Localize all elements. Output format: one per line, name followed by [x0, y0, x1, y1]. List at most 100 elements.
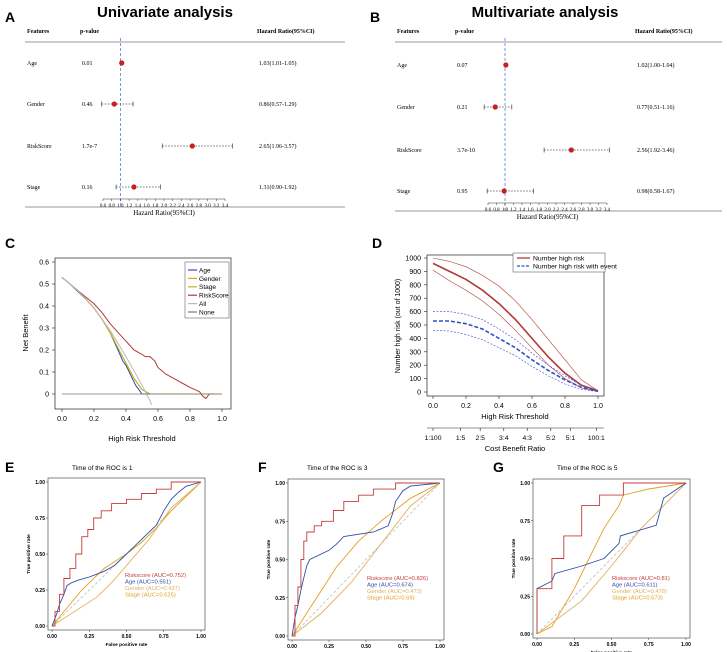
x-tick-label: 0.4 — [121, 416, 131, 423]
roc-legend-entry: Riskscore (AUC=0.826) — [367, 576, 428, 582]
panel-label-b: B — [370, 9, 380, 25]
y-tick-label: 0.2 — [39, 348, 49, 355]
x-tick-label: 2.4 — [561, 208, 568, 213]
y-tick-label: 0.50 — [35, 552, 45, 558]
x-tick-label: 0.2 — [89, 416, 99, 423]
hazard-ratio-label: 1.02(1.00-1.04) — [637, 62, 675, 69]
x2-tick-label: 3:4 — [499, 435, 509, 442]
x-tick-label: 1.00 — [681, 642, 691, 648]
series-line — [432, 269, 599, 392]
x-tick-label: 2.8 — [196, 204, 203, 209]
header-hazard-ratio: Hazard Ratio(95%CI) — [257, 28, 315, 35]
feature-label: Stage — [397, 189, 411, 195]
x-tick-label: 3.0 — [587, 208, 594, 213]
roc-title: Time of the ROC is 3 — [307, 465, 368, 472]
hazard-ratio-point — [501, 188, 507, 194]
feature-label: Gender — [27, 102, 45, 108]
x-tick-label: 0.4 — [494, 403, 504, 410]
y-axis-label: True positive rate — [26, 534, 32, 574]
feature-label: Stage — [27, 185, 41, 191]
legend-label: All — [199, 301, 207, 308]
panel-label-e: E — [5, 459, 14, 475]
y-tick-label: 0.75 — [35, 516, 45, 522]
legend-label: Age — [199, 267, 211, 274]
roc-legend-entry: Stage (AUC=0.573) — [612, 596, 663, 602]
legend-label: Gender — [199, 276, 222, 283]
roc-curve-stage — [51, 481, 202, 627]
roc-title: Time of the ROC is 5 — [557, 465, 618, 472]
hazard-ratio-label: 1.03(1.01-1.05) — [259, 60, 297, 67]
x-tick-label: 1.00 — [196, 634, 206, 640]
feature-label: Gender — [397, 105, 415, 111]
header-pvalue: p-value — [80, 29, 99, 35]
x-tick-label: 3.0 — [204, 204, 211, 209]
x2-tick-label: 4:3 — [522, 435, 532, 442]
y-tick-label: 0.50 — [275, 558, 285, 564]
roc-title: Time of the ROC is 1 — [72, 465, 133, 472]
p-value: 0.95 — [457, 189, 468, 195]
x2-tick-label: 5:1 — [566, 435, 576, 442]
legend-box — [512, 252, 606, 273]
header-features: Features — [397, 29, 420, 35]
x-tick-label: 2.6 — [570, 208, 577, 213]
hazard-ratio-point — [131, 184, 137, 190]
decision-curve-plot: 0.0 0.2 0.4 0.6 0.8 1.0 0 0.1 0.2 0.3 0.4 0.5 0.6 Hig… — [21, 257, 232, 443]
x-axis-label: Hazard Ratio(95%CI) — [133, 209, 195, 217]
feature-label: RiskScore — [397, 148, 422, 154]
x-tick-label: 0.8 — [493, 208, 500, 213]
roc-legend-entry: Stage (AUC=0.525) — [125, 593, 176, 599]
p-value: 0.01 — [82, 61, 93, 67]
x-tick-label: 2.2 — [553, 208, 560, 213]
p-value: 0.46 — [82, 102, 93, 108]
legend-label-with-event: Number high risk with event — [533, 264, 617, 271]
panel-label-a: A — [5, 9, 15, 25]
x-tick-label: 3.4 — [222, 204, 229, 209]
series-line-all — [61, 277, 153, 406]
x-tick-label: 1.8 — [152, 204, 159, 209]
y-tick-label: 300 — [409, 349, 421, 356]
roc-legend-entry: Age (AUC=0.551) — [125, 580, 171, 586]
hazard-ratio-point — [492, 104, 498, 110]
roc-curve-age — [51, 481, 202, 627]
x-tick-label: 0.00 — [287, 644, 297, 650]
roc-legend-entry: Riskscore (AUC=0.752) — [125, 573, 186, 579]
roc-legend-entry: Gender (AUC=0.437) — [125, 586, 180, 592]
roc-curve-riskscore — [292, 482, 440, 637]
y-tick-label: 0.75 — [275, 519, 285, 525]
x-tick-label: 2.4 — [178, 204, 185, 209]
header-pvalue: p-value — [455, 29, 474, 35]
x-axis-label: False positive rate — [591, 650, 633, 652]
clinical-impact-plot: 0.0 0.2 0.4 0.6 0.8 1.0 0 100 200 300 400 500 600 700… — [395, 252, 617, 453]
hazard-ratio-label: 1.31(0.90-1.92) — [259, 184, 297, 191]
x-tick-label: 0.6 — [485, 208, 492, 213]
forest-plot-univariate: Univariate analysis Features p-value Hazard… — [25, 4, 345, 217]
series-line-riskscore — [61, 277, 214, 400]
y-tick-label: 200 — [409, 363, 421, 370]
x-tick-label: 0.50 — [607, 642, 617, 648]
x-tick-label: 1.6 — [143, 204, 150, 209]
x-axis-label: False positive rate — [106, 642, 148, 648]
x-tick-label: 1.0 — [593, 403, 603, 410]
y-tick-label: 0 — [417, 390, 421, 397]
x-tick-label: 2.0 — [544, 208, 551, 213]
y-tick-label: 500 — [409, 323, 421, 330]
x-tick-label: 0.75 — [398, 644, 408, 650]
roc-curve-age — [536, 482, 687, 634]
x2-tick-label: 5:2 — [546, 435, 556, 442]
roc-plot-year-3: Time of the ROC is 3 0.00 0.25 0.50 0.75 1.00… — [266, 465, 445, 650]
y-tick-label: 0 — [45, 392, 49, 399]
x-tick-label: 3.4 — [604, 208, 611, 213]
panel-label-d: D — [372, 235, 382, 251]
roc-curve-riskscore — [536, 482, 686, 634]
x-tick-label: 1.4 — [519, 208, 526, 213]
x-tick-label: 1.4 — [135, 204, 142, 209]
x-tick-label: 0.8 — [185, 416, 195, 423]
x-tick-label: 0.50 — [361, 644, 371, 650]
x-tick-label: 1.0 — [502, 208, 509, 213]
x-tick-label: 1.2 — [510, 208, 517, 213]
x-tick-label: 0.25 — [324, 644, 334, 650]
hazard-ratio-point — [111, 101, 117, 107]
x2-tick-label: 1:100 — [424, 435, 441, 442]
x-tick-label: 0.8 — [109, 204, 116, 209]
roc-legend-entry: Gender (AUC=0.478) — [612, 589, 667, 595]
